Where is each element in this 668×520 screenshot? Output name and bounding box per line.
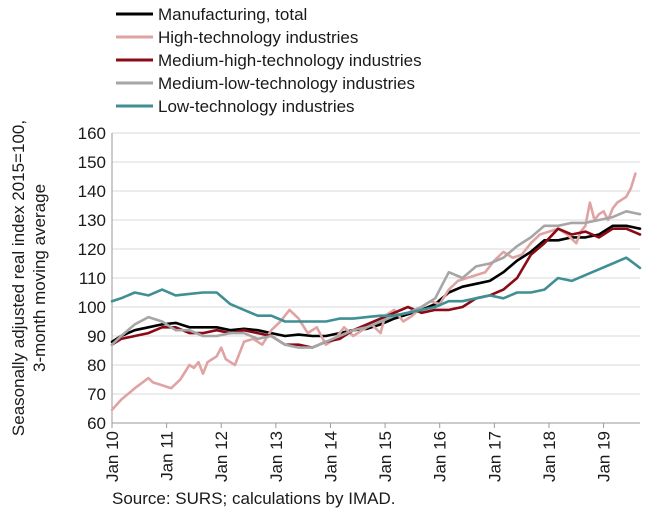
legend-label: Low-technology industries (158, 97, 355, 116)
y-tick-label: 150 (78, 153, 106, 172)
x-tick-label: Jan 19 (595, 431, 614, 482)
y-tick-label: 70 (87, 385, 106, 404)
source-note: Source: SURS; calculations by IMAD. (112, 489, 396, 508)
x-tick-label: Jan 15 (376, 431, 395, 482)
y-tick-label: 160 (78, 124, 106, 143)
axes (111, 133, 640, 424)
y-tick-label: 130 (78, 211, 106, 230)
y-axis-title-line: Seasonally adjusted real index 2015=100, (9, 120, 28, 436)
x-tick-label: Jan 18 (540, 431, 559, 482)
gridlines (112, 132, 640, 395)
y-tick-label: 110 (79, 269, 106, 288)
y-tick-label: 60 (87, 414, 106, 433)
legend: Manufacturing, total High-technology indu… (116, 5, 422, 116)
y-tick-label: 90 (87, 327, 106, 346)
series-line-2 (110, 172, 637, 412)
legend-label: Medium-high-technology industries (158, 51, 422, 70)
series-line-5 (110, 256, 642, 323)
y-tick-label: 80 (87, 356, 106, 375)
x-tick-label: Jan 16 (431, 431, 450, 482)
y-tick-label: 140 (78, 182, 106, 201)
x-axis-ticks: Jan 10 Jan 11 Jan 12 Jan 13 Jan 14 Jan 15 Jan … (103, 423, 614, 482)
y-tick-label: 100 (78, 298, 106, 317)
y-axis-title: Seasonally adjusted real index 2015=100,… (9, 120, 49, 436)
series-line-4 (110, 210, 642, 349)
series-lines (110, 172, 642, 412)
x-tick-label: Jan 13 (267, 431, 286, 482)
legend-label: Medium-low-technology industries (158, 74, 415, 93)
x-tick-label: Jan 17 (485, 431, 504, 482)
y-tick-label: 120 (78, 240, 106, 259)
x-tick-label: Jan 11 (158, 431, 177, 481)
x-tick-label: Jan 12 (212, 431, 231, 482)
x-tick-label: Jan 10 (103, 431, 122, 482)
legend-label: High-technology industries (158, 28, 358, 47)
x-tick-label: Jan 14 (321, 431, 340, 482)
y-axis-title-line: 3-month moving average (30, 184, 49, 372)
y-axis-ticks: 60 70 80 90 100 110 120 130 140 150 160 (78, 124, 106, 433)
legend-label: Manufacturing, total (158, 5, 307, 24)
